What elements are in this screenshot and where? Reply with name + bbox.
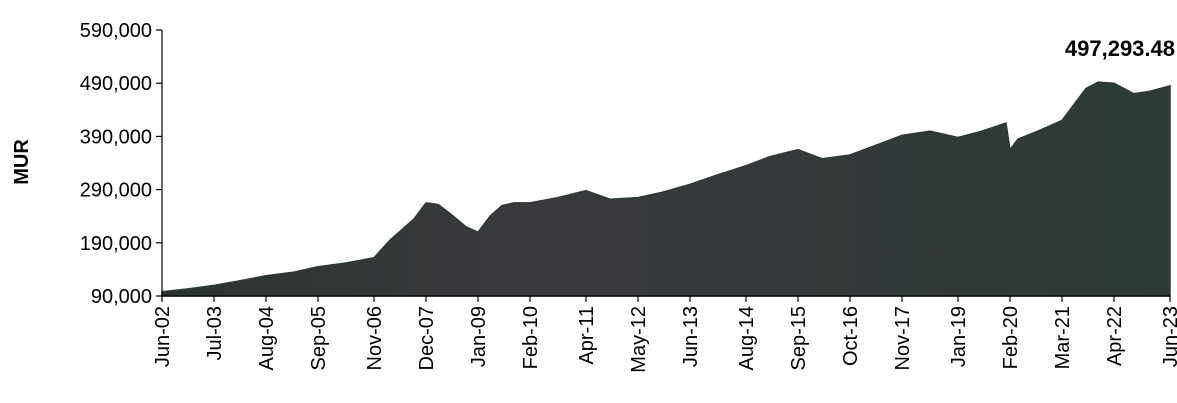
x-tick-label: Aug-04 (256, 306, 278, 371)
x-tick-label: Feb-20 (1000, 306, 1022, 369)
x-tick-label: Jun-13 (680, 306, 702, 367)
y-axis-title: MUR (11, 139, 33, 185)
y-tick-label: 590,000 (80, 20, 152, 42)
y-tick-label: 290,000 (80, 180, 152, 202)
last-value-annotation: 497,293.48 (1065, 36, 1175, 61)
x-tick-label: Jan-09 (468, 306, 490, 367)
x-tick-label: Nov-17 (892, 306, 914, 370)
x-tick-label: May-12 (628, 306, 650, 373)
x-axis: Jun-02 Jul-03 Aug-04 Sep-05 Nov-06 Dec-07 Jan-… (152, 295, 1177, 373)
x-tick-label: Mar-21 (1052, 306, 1074, 369)
x-tick-label: Apr-22 (1104, 306, 1126, 366)
x-tick-label: Dec-07 (416, 306, 438, 370)
y-tick-label: 390,000 (80, 126, 152, 148)
x-tick-label: Aug-14 (736, 306, 758, 371)
x-tick-label: Jun-02 (152, 306, 174, 367)
x-tick-label: Jul-03 (204, 306, 226, 360)
area-layer (161, 81, 1171, 297)
x-tick-label: Feb-10 (520, 306, 542, 369)
x-tick-label: Sep-05 (308, 306, 330, 371)
y-tick-label: 490,000 (80, 73, 152, 95)
x-tick-label: Oct-16 (840, 306, 862, 366)
x-tick-label: Nov-06 (364, 306, 386, 370)
x-tick-label: Apr-11 (576, 306, 598, 365)
y-tick-label: 190,000 (80, 233, 152, 255)
y-tick-label: 90,000 (91, 286, 152, 308)
x-tick-label: Jun-23 (1160, 306, 1177, 367)
y-axis: 90,000 190,000 290,000 390,000 490,000 590,00… (80, 20, 163, 308)
x-tick-label: Sep-15 (788, 306, 810, 371)
x-tick-label: Jan-19 (948, 306, 970, 367)
area-series (161, 81, 1171, 297)
